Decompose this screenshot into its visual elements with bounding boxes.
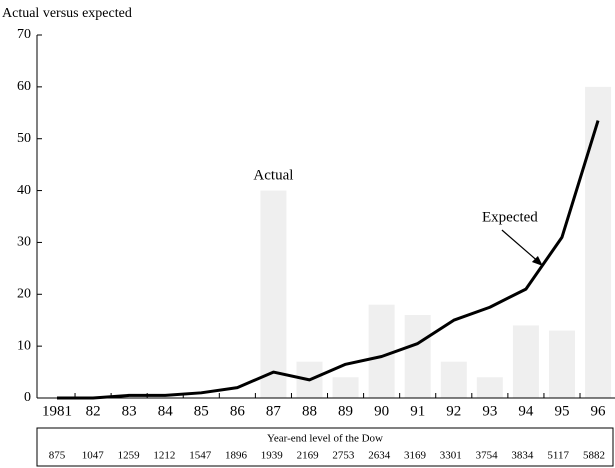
dow-value: 1047 [82, 450, 105, 462]
x-tick-label: 93 [482, 403, 497, 419]
dow-value: 875 [49, 450, 66, 462]
bar [368, 304, 395, 398]
x-tick-label: 92 [446, 403, 461, 419]
bar [332, 377, 359, 398]
dow-value: 3301 [440, 450, 462, 462]
y-tick-label: 70 [17, 27, 31, 42]
x-tick-label: 85 [194, 403, 209, 419]
dow-value: 2169 [297, 450, 320, 462]
annotation: Actual [253, 167, 293, 183]
x-tick-label: 88 [302, 403, 317, 419]
y-tick-label: 20 [17, 287, 31, 302]
dow-table-box [36, 427, 614, 467]
bar [476, 377, 503, 398]
dow-value: 2753 [332, 450, 355, 462]
annotation-arrow [501, 229, 541, 264]
x-tick-label: 91 [410, 403, 425, 419]
bar [548, 330, 575, 398]
bar [512, 325, 539, 398]
dow-value: 3169 [404, 450, 427, 462]
x-tick-label: 83 [122, 403, 137, 419]
x-tick-label: 84 [158, 403, 174, 419]
annotation: Expected [482, 209, 538, 225]
dow-value: 5117 [547, 450, 569, 462]
dow-value: 5882 [583, 450, 605, 462]
bar [404, 315, 431, 398]
x-tick-label: 90 [374, 403, 389, 419]
x-tick-label: 82 [86, 403, 101, 419]
dow-value: 1212 [153, 450, 175, 462]
x-tick-label: 94 [518, 403, 534, 419]
y-tick-label: 40 [17, 183, 31, 198]
y-tick-label: 50 [17, 131, 31, 146]
bar [440, 361, 467, 398]
x-tick-label: 95 [554, 403, 569, 419]
x-tick-label: 87 [266, 403, 282, 419]
dow-value: 1939 [261, 450, 284, 462]
dow-value: 1547 [189, 450, 212, 462]
x-tick-label: 86 [230, 403, 246, 419]
y-tick-label: 10 [17, 338, 31, 353]
dow-value: 2634 [368, 450, 391, 462]
x-tick-label: 1981 [42, 403, 72, 419]
dow-table-title: Year-end level of the Dow [267, 433, 383, 445]
line [57, 120, 600, 400]
dow-value: 1896 [225, 450, 248, 462]
x-tick-label: 89 [338, 403, 353, 419]
bar [585, 86, 612, 398]
chart-title: Actual versus expected [2, 6, 132, 21]
y-tick-label: 30 [17, 235, 31, 250]
dow-value: 1259 [118, 450, 141, 462]
dow-value: 3754 [476, 450, 499, 462]
dow-value: 3834 [511, 450, 534, 462]
bar [260, 190, 287, 398]
y-tick-label: 0 [24, 390, 31, 405]
y-tick-label: 60 [17, 79, 31, 94]
x-tick-label: 96 [591, 403, 607, 419]
annotation-arrowhead [531, 256, 543, 266]
